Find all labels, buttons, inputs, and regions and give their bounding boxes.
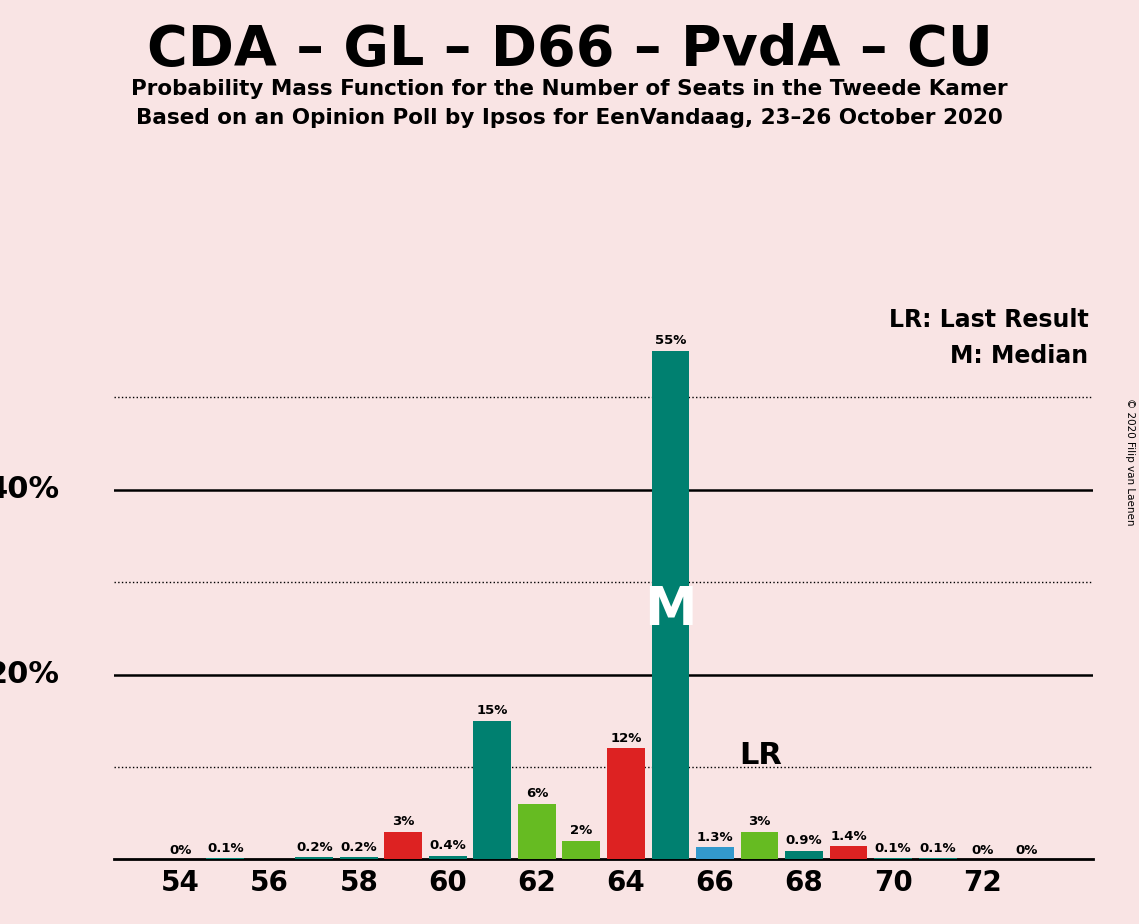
Bar	[696, 847, 734, 859]
Bar	[384, 832, 423, 859]
Text: Probability Mass Function for the Number of Seats in the Tweede Kamer: Probability Mass Function for the Number…	[131, 79, 1008, 99]
Text: 0.4%: 0.4%	[429, 839, 466, 852]
Text: 0.1%: 0.1%	[919, 842, 956, 855]
Text: © 2020 Filip van Laenen: © 2020 Filip van Laenen	[1125, 398, 1134, 526]
Text: 15%: 15%	[476, 704, 508, 717]
Text: 0.1%: 0.1%	[875, 842, 911, 855]
Bar	[339, 857, 378, 859]
Text: Based on an Opinion Poll by Ipsos for EenVandaag, 23–26 October 2020: Based on an Opinion Poll by Ipsos for Ee…	[137, 108, 1002, 128]
Bar	[563, 841, 600, 859]
Text: 20%: 20%	[0, 660, 60, 689]
Bar	[518, 804, 556, 859]
Text: 0%: 0%	[1016, 844, 1038, 857]
Text: 0.2%: 0.2%	[341, 841, 377, 854]
Bar	[429, 856, 467, 859]
Bar	[295, 857, 334, 859]
Bar	[829, 846, 868, 859]
Text: CDA – GL – D66 – PvdA – CU: CDA – GL – D66 – PvdA – CU	[147, 23, 992, 77]
Text: 12%: 12%	[611, 732, 641, 745]
Text: LR: LR	[739, 741, 782, 771]
Bar	[785, 851, 823, 859]
Bar	[652, 351, 689, 859]
Text: 55%: 55%	[655, 334, 686, 347]
Text: 3%: 3%	[392, 815, 415, 828]
Text: M: Median: M: Median	[950, 344, 1089, 368]
Text: M: M	[645, 584, 697, 636]
Text: 0%: 0%	[170, 844, 191, 857]
Text: 6%: 6%	[526, 787, 548, 800]
Text: LR: Last Result: LR: Last Result	[888, 308, 1089, 332]
Text: 1.4%: 1.4%	[830, 830, 867, 843]
Text: 0.2%: 0.2%	[296, 841, 333, 854]
Text: 1.3%: 1.3%	[697, 831, 734, 844]
Text: 0.9%: 0.9%	[786, 834, 822, 847]
Text: 40%: 40%	[0, 475, 60, 505]
Bar	[607, 748, 645, 859]
Text: 0.1%: 0.1%	[207, 842, 244, 855]
Bar	[740, 832, 778, 859]
Bar	[474, 721, 511, 859]
Text: 0%: 0%	[970, 844, 993, 857]
Text: 2%: 2%	[571, 824, 592, 837]
Text: 3%: 3%	[748, 815, 771, 828]
